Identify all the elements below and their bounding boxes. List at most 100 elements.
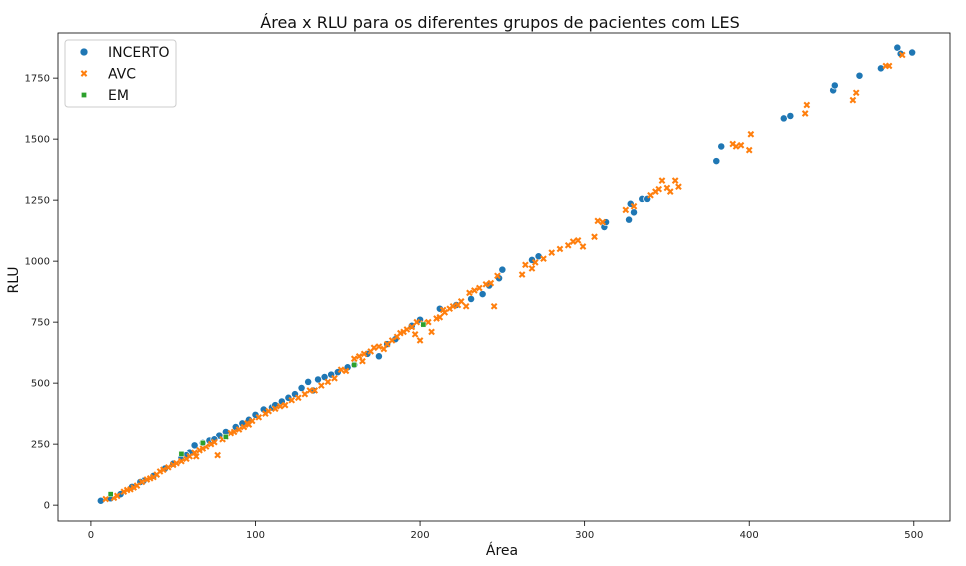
point-avc <box>675 183 682 191</box>
point-avc <box>849 96 857 104</box>
point-em <box>107 491 114 498</box>
point-avc <box>265 407 272 415</box>
point-avc <box>548 249 556 256</box>
y-tick-label: 1000 <box>25 257 50 268</box>
point-avc <box>324 378 332 386</box>
point-em <box>420 321 427 328</box>
point-avc <box>630 202 638 210</box>
legend-marker-avc <box>80 70 88 77</box>
x-tick-label: 200 <box>411 530 430 541</box>
point-avc <box>191 449 198 457</box>
point-avc <box>138 478 146 486</box>
point-avc <box>579 243 587 250</box>
point-avc <box>156 468 164 475</box>
point-avc <box>454 301 462 309</box>
point-avc <box>885 62 893 70</box>
point-avc <box>355 352 363 360</box>
data-points <box>96 43 917 505</box>
point-avc <box>599 218 607 226</box>
point-avc <box>416 337 424 344</box>
point-avc <box>169 461 177 469</box>
point-avc <box>317 382 325 389</box>
point-avc <box>475 284 483 292</box>
point-avc <box>852 89 860 97</box>
point-incerto <box>478 290 487 299</box>
point-avc <box>350 355 358 363</box>
point-avc <box>801 110 809 117</box>
point-avc <box>113 492 121 500</box>
chart-title: Área x RLU para os diferentes grupos de … <box>260 13 739 32</box>
point-avc <box>359 357 366 365</box>
y-tick-label: 500 <box>31 379 50 390</box>
point-avc <box>211 438 218 446</box>
point-avc <box>159 466 167 474</box>
point-avc <box>375 343 383 350</box>
point-avc <box>214 451 221 459</box>
point-avc <box>281 401 289 409</box>
point-avc <box>528 265 536 272</box>
point-avc <box>306 387 314 394</box>
point-avc <box>518 271 526 278</box>
point-avc <box>196 446 203 454</box>
legend-marker-em <box>81 92 87 98</box>
point-avc <box>436 313 444 321</box>
point-avc <box>462 302 470 310</box>
point-avc <box>424 318 432 326</box>
point-em <box>199 440 206 446</box>
point-avc <box>494 272 501 280</box>
x-tick-label: 400 <box>740 530 759 541</box>
point-em <box>223 433 229 440</box>
point-avc <box>413 318 421 326</box>
point-incerto <box>779 114 788 123</box>
point-avc <box>439 306 447 314</box>
point-avc <box>490 302 498 310</box>
point-avc <box>127 485 134 493</box>
point-incerto <box>625 215 634 224</box>
point-incerto <box>712 157 721 166</box>
point-incerto <box>498 265 507 274</box>
point-avc <box>380 345 388 353</box>
point-incerto <box>314 375 322 384</box>
point-avc <box>428 328 435 336</box>
point-avc <box>531 259 539 266</box>
point-avc <box>574 237 582 244</box>
point-incerto <box>830 81 839 90</box>
x-axis-ticks: 0 100 200 300 400 500 <box>88 521 923 541</box>
y-tick-label: 1750 <box>25 74 50 85</box>
y-tick-label: 750 <box>31 318 50 329</box>
y-axis-label: RLU <box>6 266 22 293</box>
legend-marker-incerto <box>79 47 89 57</box>
point-avc <box>591 233 598 241</box>
point-em <box>178 451 185 457</box>
point-incerto <box>786 112 795 120</box>
point-avc <box>276 402 284 410</box>
point-avc <box>803 101 811 109</box>
point-avc <box>178 457 185 465</box>
point-avc <box>622 206 630 214</box>
point-avc <box>747 130 755 138</box>
point-avc <box>666 188 674 195</box>
legend-label-avc: AVC <box>108 67 136 83</box>
point-incerto <box>717 142 726 151</box>
point-avc <box>408 323 416 331</box>
point-avc <box>737 141 745 149</box>
y-tick-label: 250 <box>31 440 50 451</box>
x-tick-label: 100 <box>246 530 265 541</box>
point-avc <box>482 280 490 288</box>
point-avc <box>655 185 663 193</box>
point-avc <box>569 238 577 245</box>
y-tick-label: 0 <box>44 501 50 512</box>
point-avc <box>245 421 253 428</box>
legend-box <box>64 39 177 108</box>
point-avc <box>594 217 602 225</box>
point-avc <box>540 255 547 263</box>
point-avc <box>342 367 350 375</box>
plot-frame <box>57 32 951 522</box>
point-avc <box>255 413 263 421</box>
point-avc <box>403 326 411 333</box>
legend-label-incerto: INCERTO <box>108 45 170 61</box>
y-axis-ticks: 0 250 500 750 1000 1250 1500 1750 <box>25 74 58 512</box>
point-avc <box>331 374 338 382</box>
y-tick-label: 1250 <box>25 196 50 207</box>
point-incerto <box>893 43 902 52</box>
